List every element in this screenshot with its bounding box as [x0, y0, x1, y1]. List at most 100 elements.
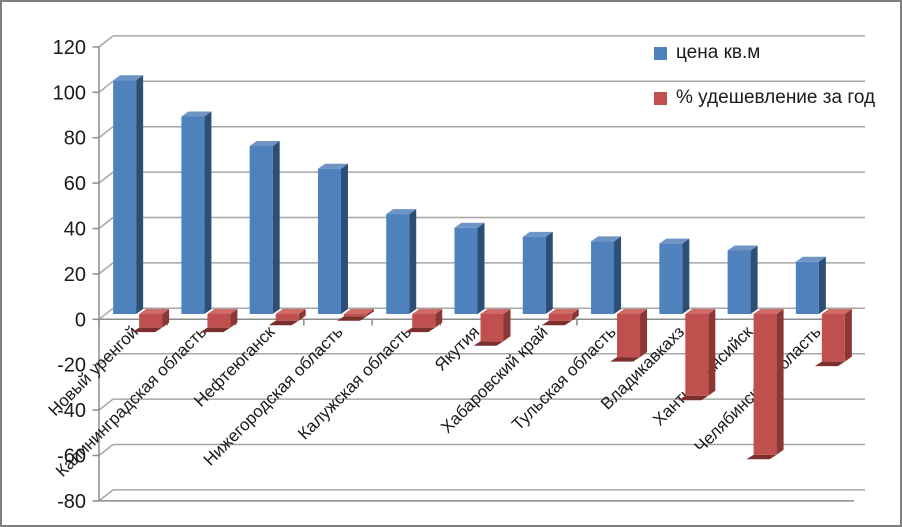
bar-depreciation-9 [753, 314, 777, 455]
bar-price-side [204, 111, 212, 314]
bar-price-1 [181, 116, 205, 314]
bar-price-side [272, 141, 280, 314]
bar-depreciation-bottom [336, 316, 367, 321]
bar-depreciation-bottom [610, 357, 641, 362]
legend-item-depreciation: % удешевление за год [654, 87, 875, 109]
bar-price-side [682, 238, 690, 314]
category-label: Нижегородская область [200, 322, 347, 469]
bar-depreciation-bottom [473, 341, 504, 346]
legend-item-price: цена кв.м [654, 42, 875, 64]
bar-price-3 [317, 168, 341, 314]
bar-depreciation-top [480, 309, 511, 314]
bar-depreciation-bottom [268, 320, 299, 326]
chart-legend: цена кв.м % удешевление за год [654, 42, 875, 132]
category-label: Якутия [431, 322, 483, 374]
y-axis-tick-label: 0 [75, 309, 86, 331]
gridline-connector [98, 262, 114, 275]
legend-label-price: цена кв.м [676, 42, 761, 63]
bar-depreciation-1 [207, 314, 231, 328]
bar-price-top [522, 231, 553, 237]
bar-price-0 [113, 80, 137, 314]
bar-depreciation-side [230, 309, 238, 328]
y-axis-tick-label: 60 [64, 173, 86, 195]
gridline-connector [98, 307, 114, 320]
bar-depreciation-4 [412, 314, 436, 328]
bar-depreciation-bottom [405, 327, 436, 333]
y-axis-tick-label: 20 [64, 264, 86, 286]
gridline-connector [98, 353, 114, 366]
legend-swatch-red-icon [654, 91, 667, 105]
bar-depreciation-2 [275, 314, 299, 321]
bar-depreciation-side [298, 309, 306, 321]
bar-depreciation-top [343, 309, 374, 314]
bar-price-side [136, 75, 144, 314]
bar-depreciation-bottom [132, 327, 163, 333]
bar-depreciation-bottom [746, 454, 777, 460]
y-axis-tick-label: -20 [57, 355, 86, 377]
bar-depreciation-top [548, 309, 579, 314]
bar-price-side [545, 231, 553, 314]
bar-depreciation-7 [617, 314, 641, 358]
bar-price-6 [522, 236, 546, 314]
bar-depreciation-side [435, 309, 443, 328]
bar-price-4 [386, 214, 410, 314]
bar-depreciation-side [640, 309, 648, 358]
gridline-connector [98, 443, 114, 457]
bar-depreciation-side [366, 309, 374, 317]
bar-depreciation-top [139, 309, 170, 314]
y-axis-tick-label: 120 [53, 37, 86, 59]
bar-depreciation-top [617, 309, 648, 314]
bar-price-top [386, 209, 417, 215]
bar-price-side [614, 236, 622, 314]
bar-depreciation-bottom [541, 320, 572, 326]
bar-price-top [317, 163, 348, 169]
y-axis-tick-label: -40 [57, 400, 86, 422]
bar-depreciation-bottom [200, 327, 231, 333]
bar-depreciation-side [503, 309, 511, 342]
y-axis-tick-label: 100 [53, 82, 86, 104]
bar-price-side [409, 209, 417, 314]
legend-label-depreciation: % удешевление за год [676, 87, 876, 108]
bar-price-top [181, 111, 212, 117]
legend-swatch-blue-icon [654, 46, 667, 60]
bar-depreciation-bottom [814, 361, 845, 367]
y-axis-tick-label: 40 [64, 219, 86, 241]
bar-depreciation-top [412, 309, 443, 314]
bar-price-top [591, 236, 622, 242]
bar-price-side [477, 222, 485, 314]
bar-price-top [659, 238, 690, 244]
gridline-connector [98, 126, 114, 139]
bar-depreciation-side [844, 309, 852, 362]
y-axis-tick-label: 80 [64, 128, 86, 150]
bar-price-side [818, 256, 826, 314]
y-axis-tick-label: -60 [57, 446, 86, 468]
bar-price-top [795, 256, 826, 262]
bar-depreciation-side [162, 309, 170, 328]
bar-price-5 [454, 227, 478, 314]
bar-depreciation-top [821, 309, 852, 314]
bar-depreciation-top [207, 309, 238, 314]
gridline-connector [98, 398, 114, 411]
gridline-connector [98, 171, 114, 184]
bar-price-2 [249, 146, 273, 314]
bar-depreciation-5 [480, 314, 504, 342]
bar-depreciation-side [776, 309, 784, 455]
bar-price-8 [659, 243, 683, 314]
gridline-connector [98, 80, 114, 93]
bar-price-top [113, 75, 144, 81]
bar-price-side [340, 163, 348, 314]
gridline-connector [98, 35, 114, 48]
bar-price-top [249, 141, 280, 147]
bar-depreciation-8 [685, 314, 709, 396]
bar-price-7 [591, 241, 615, 314]
bar-price-top [727, 245, 758, 251]
bar-depreciation-6 [548, 314, 572, 321]
bar-depreciation-top [685, 309, 716, 314]
bar-price-top [454, 222, 485, 228]
bar-depreciation-3 [343, 314, 367, 317]
bar-depreciation-0 [139, 314, 163, 328]
y-axis-tick-label: -80 [57, 491, 86, 513]
bar-price-9 [727, 250, 751, 314]
